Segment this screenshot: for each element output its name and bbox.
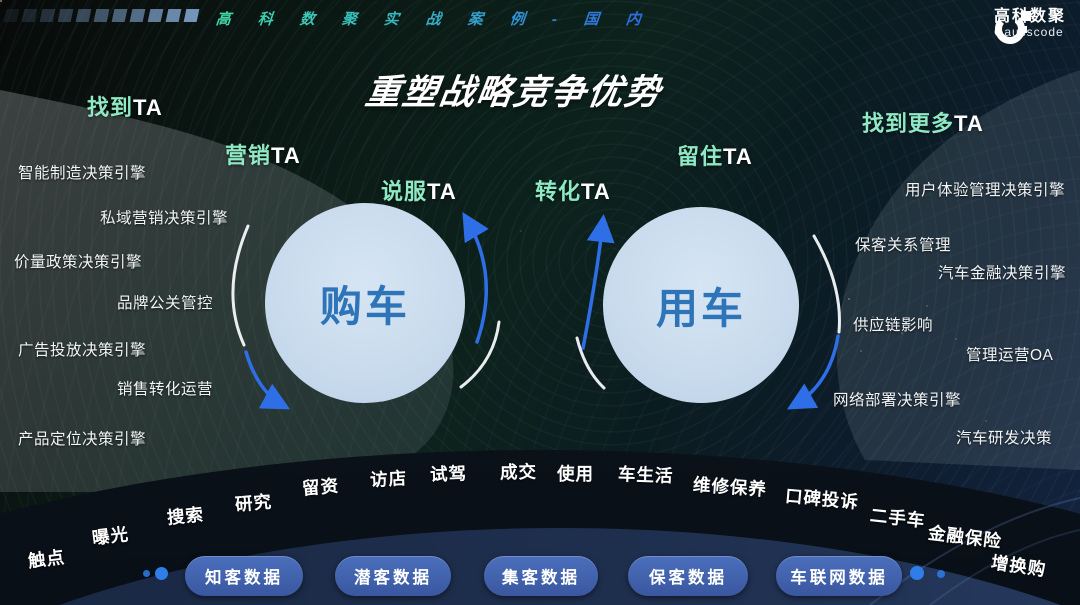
- journey-step: 研究: [234, 491, 273, 515]
- engine-label: 保客关系管理: [855, 237, 952, 254]
- engine-label: 汽车金融决策引擎: [938, 265, 1067, 282]
- journey-step: 成交: [499, 461, 538, 483]
- stage-find-ta: 找到TA: [87, 95, 163, 120]
- engine-label: 私域营销决策引擎: [100, 210, 229, 227]
- journey-step: 维修保养: [692, 474, 768, 500]
- circle-use-car-label: 用车: [655, 284, 746, 332]
- engine-label: 广告投放决策引擎: [18, 342, 147, 359]
- engine-label: 销售转化运营: [117, 381, 214, 398]
- button-chelianwang-data[interactable]: 车联网数据: [776, 556, 902, 596]
- journey-step: 访店: [369, 468, 408, 490]
- engine-label: 网络部署决策引擎: [833, 392, 962, 409]
- page-title: 重塑战略竞争优势: [362, 73, 665, 112]
- dot-indicator-large: [910, 566, 924, 580]
- engine-label: 供应链影响: [853, 317, 934, 334]
- stage-persuade-ta: 说服TA: [381, 179, 457, 204]
- circle-buy-car-label: 购车: [319, 282, 410, 330]
- engine-label: 价量政策决策引擎: [14, 254, 143, 271]
- engine-label: 汽车研发决策: [956, 430, 1053, 447]
- button-jike-data[interactable]: 集客数据: [484, 556, 598, 596]
- star-dots: [0, 0, 2, 2]
- logo-en-text: Gausscode: [993, 25, 1064, 39]
- button-baoke-data[interactable]: 保客数据: [628, 556, 748, 596]
- engine-label: 用户体验管理决策引擎: [905, 182, 1066, 199]
- engine-label: 品牌公关管控: [117, 295, 214, 312]
- stage-market-ta: 营销TA: [225, 143, 301, 168]
- header-square-strip: [3, 9, 200, 22]
- dot-indicator-large: [155, 567, 168, 580]
- journey-step: 使用: [557, 464, 594, 484]
- circle-buy-car: 购车: [265, 203, 465, 403]
- brand-logo: 高科数聚 Gausscode: [993, 8, 1066, 44]
- circle-use-car: 用车: [603, 207, 799, 403]
- button-qianke-data[interactable]: 潜客数据: [335, 556, 451, 596]
- dot-indicator-small: [143, 570, 150, 577]
- journey-step: 试驾: [429, 463, 468, 485]
- stage-retain-ta: 留住TA: [677, 144, 753, 169]
- button-zhike-data[interactable]: 知客数据: [185, 556, 303, 596]
- journey-step: 搜索: [166, 504, 205, 528]
- journey-step: 车生活: [617, 464, 674, 486]
- logo-cn-text: 高科数聚: [993, 8, 1066, 25]
- dot-indicator-small: [937, 570, 945, 578]
- engine-label: 产品定位决策引擎: [18, 431, 147, 448]
- engine-label: 管理运营OA: [966, 347, 1054, 364]
- engine-label: 智能制造决策引擎: [18, 165, 147, 182]
- header-title: 高科数聚实战案例-国内: [215, 8, 669, 29]
- journey-step: 曝光: [90, 523, 131, 549]
- stage-find-more-ta: 找到更多TA: [862, 111, 984, 136]
- journey-step: 留资: [301, 475, 340, 499]
- stage-convert-ta: 转化TA: [535, 179, 611, 204]
- journey-step: 触点: [26, 546, 67, 572]
